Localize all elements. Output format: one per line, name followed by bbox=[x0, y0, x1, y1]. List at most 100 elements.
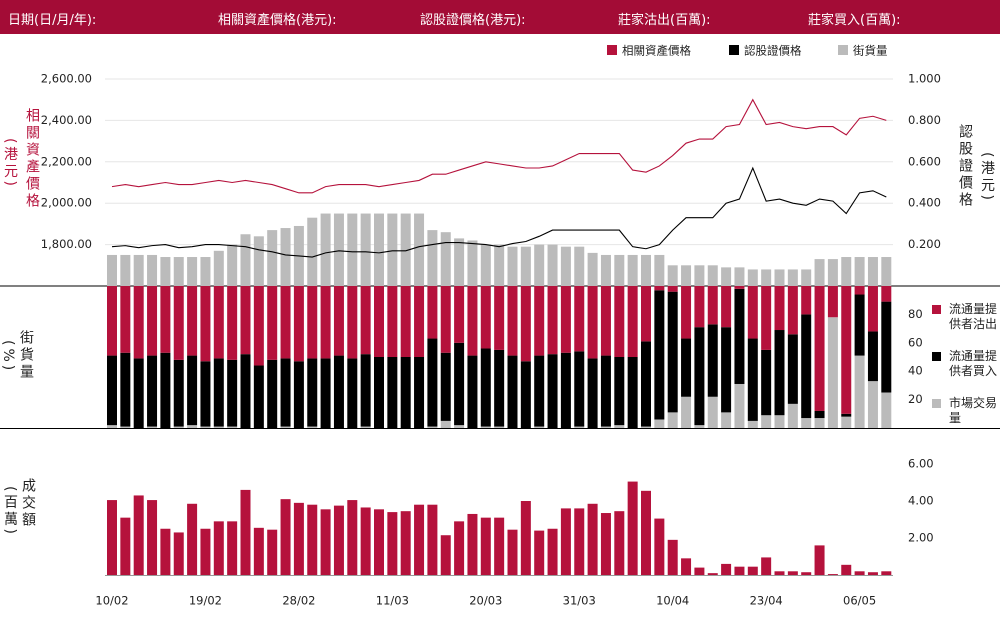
stacked-bar-segment bbox=[227, 286, 238, 360]
y-tick-label: 2.00 bbox=[908, 531, 934, 545]
street-volume-bar bbox=[547, 244, 558, 286]
street-volume-bar bbox=[600, 254, 611, 286]
stacked-bar-segment bbox=[560, 352, 571, 428]
price-line bbox=[111, 166, 887, 258]
stacked-bar-segment bbox=[494, 426, 505, 428]
street-volume-bar bbox=[200, 257, 211, 286]
bar bbox=[560, 508, 571, 575]
stacked-bar-segment bbox=[734, 288, 745, 384]
street-volume-bar bbox=[213, 250, 224, 286]
street-volume-bar bbox=[841, 257, 852, 286]
y-tick-label: 6.00 bbox=[908, 457, 934, 471]
stacked-bar-segment bbox=[374, 357, 384, 428]
stacked-bar-segment bbox=[414, 286, 425, 357]
stacked-bar-segment bbox=[787, 403, 798, 428]
street-volume-bar bbox=[160, 257, 171, 286]
bar bbox=[854, 571, 865, 575]
stacked-bar-segment bbox=[360, 354, 371, 427]
stacked-bar-segment bbox=[827, 317, 838, 428]
street-volume-bar bbox=[347, 213, 358, 286]
stacked-bar-segment bbox=[320, 358, 331, 428]
stacked-bar-segment bbox=[787, 334, 798, 404]
stacked-bar-segment bbox=[440, 286, 451, 353]
stacked-bar-segment bbox=[494, 349, 505, 427]
stacked-bar-segment bbox=[707, 286, 718, 325]
y-tick-label: 4.00 bbox=[908, 494, 934, 508]
stacked-bar-segment bbox=[120, 352, 131, 427]
street-volume-bar bbox=[333, 213, 344, 286]
y-axis-unit: (港元) bbox=[2, 138, 18, 189]
stacked-bar-segment bbox=[547, 286, 558, 355]
bar bbox=[747, 566, 758, 575]
street-volume-bar bbox=[440, 232, 451, 286]
y-tick-label: 0.400 bbox=[908, 196, 941, 210]
y-axis-title: 相關資產價格 bbox=[24, 108, 40, 210]
bar bbox=[694, 567, 705, 575]
stacked-bar-segment bbox=[293, 286, 304, 362]
stacked-bar-segment bbox=[627, 357, 638, 428]
stacked-bar-segment bbox=[801, 314, 812, 419]
stacked-bar-segment bbox=[641, 426, 651, 428]
stacked-bar-segment bbox=[280, 426, 291, 428]
bar bbox=[280, 499, 291, 575]
stacked-bar-segment bbox=[494, 286, 505, 350]
street-volume-bar bbox=[707, 265, 718, 286]
street-volume-bar bbox=[587, 252, 598, 286]
y-axis-title: 街貨量 bbox=[18, 330, 34, 381]
legend-label: 流通量提供者沽出 bbox=[949, 302, 998, 331]
street-volume-bar bbox=[694, 265, 705, 286]
stacked-bar-segment bbox=[587, 286, 598, 359]
legend-swatch bbox=[729, 45, 739, 55]
stacked-bar-segment bbox=[507, 355, 518, 428]
bar bbox=[133, 495, 144, 575]
stacked-bar-segment bbox=[841, 286, 852, 414]
stacked-bar-segment bbox=[333, 286, 344, 356]
legend-label: 流通量提供者買入 bbox=[949, 349, 998, 378]
stacked-bar-segment bbox=[574, 426, 585, 428]
street-volume-bar bbox=[387, 213, 398, 286]
bar bbox=[160, 528, 171, 575]
stacked-bar-segment bbox=[854, 355, 865, 428]
stacked-bar-segment bbox=[614, 425, 625, 428]
stacked-bar-segment bbox=[574, 351, 585, 427]
stacked-bar-segment bbox=[227, 359, 238, 427]
stacked-bar-segment bbox=[147, 286, 158, 356]
stacked-bar-segment bbox=[574, 286, 585, 352]
legend-swatch bbox=[607, 45, 617, 55]
street-volume-bar bbox=[467, 240, 478, 286]
stacked-bar-segment bbox=[761, 286, 772, 350]
stacked-bar-segment bbox=[173, 359, 184, 427]
stacked-bar-segment bbox=[534, 426, 545, 428]
bar bbox=[333, 505, 344, 575]
street-volume-bar bbox=[787, 269, 798, 286]
bar bbox=[547, 528, 558, 575]
bar bbox=[387, 512, 398, 575]
stacked-bar-segment bbox=[347, 358, 358, 428]
stacked-bar-segment bbox=[107, 286, 117, 356]
stacked-bar-segment bbox=[881, 286, 892, 302]
y-tick-label: 0.600 bbox=[908, 154, 941, 168]
stacked-bar-segment bbox=[253, 365, 264, 428]
stacked-bar-segment bbox=[160, 352, 171, 428]
stacked-bar-segment bbox=[600, 286, 611, 356]
stacked-bar-segment bbox=[721, 327, 732, 413]
stacked-bar-segment bbox=[387, 286, 398, 357]
stacked-bar-segment bbox=[280, 286, 291, 359]
stacked-bar-segment bbox=[120, 286, 131, 353]
stacked-bar-segment bbox=[333, 355, 344, 428]
stacked-bar-segment bbox=[240, 286, 251, 355]
y2-axis-title: 認股證價格 bbox=[957, 124, 973, 209]
price-line bbox=[111, 98, 887, 194]
street-volume-bar bbox=[574, 246, 585, 286]
y-tick-label: 1.000 bbox=[908, 72, 941, 86]
stacked-bar-segment bbox=[867, 286, 878, 332]
stacked-bar-segment bbox=[801, 286, 812, 315]
bar bbox=[347, 500, 358, 575]
stacked-bar-segment bbox=[307, 358, 318, 427]
legend-label: 市場交易量 bbox=[949, 396, 998, 425]
stacked-bar-segment bbox=[787, 286, 798, 335]
y2-axis-unit: (港元) bbox=[979, 152, 995, 203]
street-volume-bar bbox=[814, 259, 825, 286]
bar bbox=[147, 500, 158, 575]
